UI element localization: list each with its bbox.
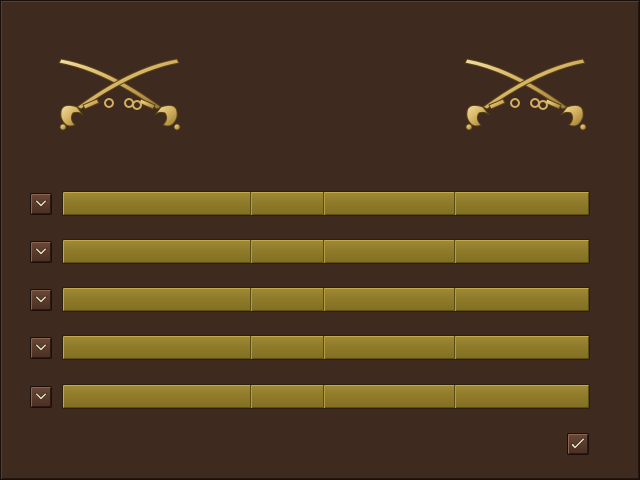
row-3-cell-1 [63, 288, 251, 311]
checkmark-icon [570, 437, 586, 451]
row-2-dropdown-button[interactable] [30, 241, 52, 263]
row-5-cell-2 [251, 385, 324, 408]
crossed-sabers-icon [459, 55, 591, 131]
row-1-cell-1 [63, 192, 251, 215]
row-1-cell-3 [324, 192, 455, 215]
row-5-cell-1 [63, 385, 251, 408]
chevron-down-icon [34, 342, 48, 354]
row-3-cell-4 [455, 288, 589, 311]
row-1-cell-4 [455, 192, 589, 215]
confirm-button[interactable] [567, 433, 589, 455]
chevron-down-icon [34, 391, 48, 403]
row-5-cell-3 [324, 385, 455, 408]
row-1-bar[interactable] [62, 191, 590, 216]
chevron-down-icon [34, 198, 48, 210]
crossed-sabers-icon [53, 55, 185, 131]
row-2-cell-1 [63, 240, 251, 263]
row-3-dropdown-button[interactable] [30, 289, 52, 311]
row-5-cell-4 [455, 385, 589, 408]
row-4-cell-3 [324, 336, 455, 359]
row-2-cell-3 [324, 240, 455, 263]
row-4-cell-1 [63, 336, 251, 359]
row-4-bar[interactable] [62, 335, 590, 360]
row-3-bar[interactable] [62, 287, 590, 312]
row-1-dropdown-button[interactable] [30, 193, 52, 215]
row-2-cell-4 [455, 240, 589, 263]
row-2-cell-2 [251, 240, 324, 263]
row-5-bar[interactable] [62, 384, 590, 409]
row-4-cell-4 [455, 336, 589, 359]
row-5-dropdown-button[interactable] [30, 386, 52, 408]
row-3-cell-2 [251, 288, 324, 311]
row-4-dropdown-button[interactable] [30, 337, 52, 359]
row-2-bar[interactable] [62, 239, 590, 264]
chevron-down-icon [34, 246, 48, 258]
row-3-cell-3 [324, 288, 455, 311]
row-4-cell-2 [251, 336, 324, 359]
chevron-down-icon [34, 294, 48, 306]
row-1-cell-2 [251, 192, 324, 215]
